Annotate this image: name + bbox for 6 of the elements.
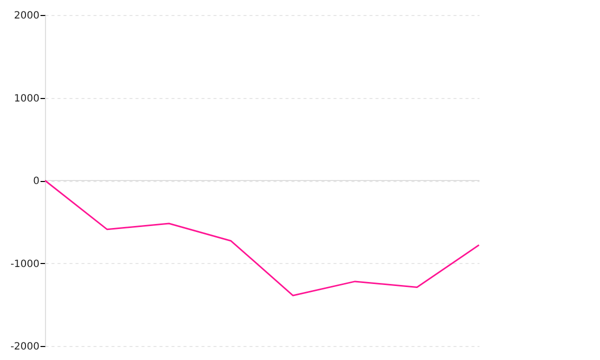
line-series (44, 180, 480, 296)
y-tick-label: 2000 (14, 10, 40, 22)
y-tick-label: -1000 (10, 258, 40, 270)
y-tick-label: 0 (33, 176, 40, 187)
y-tick-label: -2000 (10, 342, 40, 352)
y-tick-label: 1000 (14, 93, 40, 104)
